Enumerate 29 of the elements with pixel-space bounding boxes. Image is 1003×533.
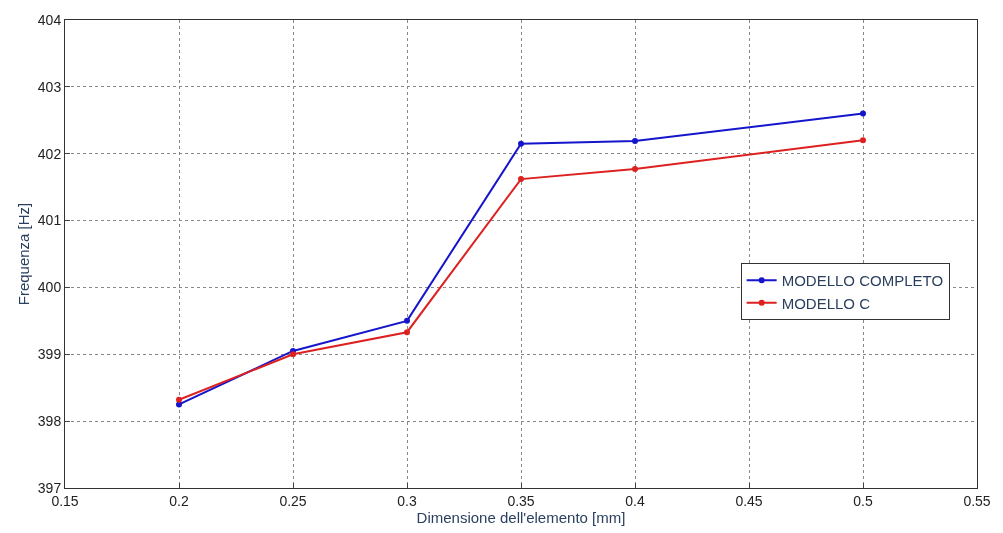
y-tick-label: 401 [37,212,62,229]
y-tick-label: 400 [37,279,62,296]
point [632,166,638,173]
x-tick-label: 0.3 [397,492,417,509]
point [860,137,866,144]
y-tick-label: 398 [37,413,62,430]
x-tick-label: 0.45 [735,492,763,509]
point [518,176,524,183]
x-tick-label: 0.35 [507,492,535,509]
point [176,396,182,403]
legend-label: MODELLO COMPLETO [781,272,944,290]
point [404,317,410,324]
x-tick-label: 0.5 [853,492,873,509]
legend-label: MODELLO C [781,294,871,312]
y-tick-label: 403 [37,78,62,95]
x-tick-label: 0.25 [279,492,307,509]
x-tick-label: 0.55 [963,492,991,509]
point [404,329,410,336]
y-tick-label: 402 [37,145,62,162]
y-tick-label: 399 [37,346,62,363]
point [290,351,296,358]
x-axis-title: Dimensione dell'elemento [mm] [416,508,626,526]
x-tick-label: 0.4 [625,492,645,509]
y-tick-label: 404 [37,11,62,28]
point [632,138,638,145]
y-axis-title: Frequenza [Hz] [15,202,33,306]
point [860,110,866,117]
x-tick-label: 0.2 [169,492,189,509]
point [518,140,524,147]
